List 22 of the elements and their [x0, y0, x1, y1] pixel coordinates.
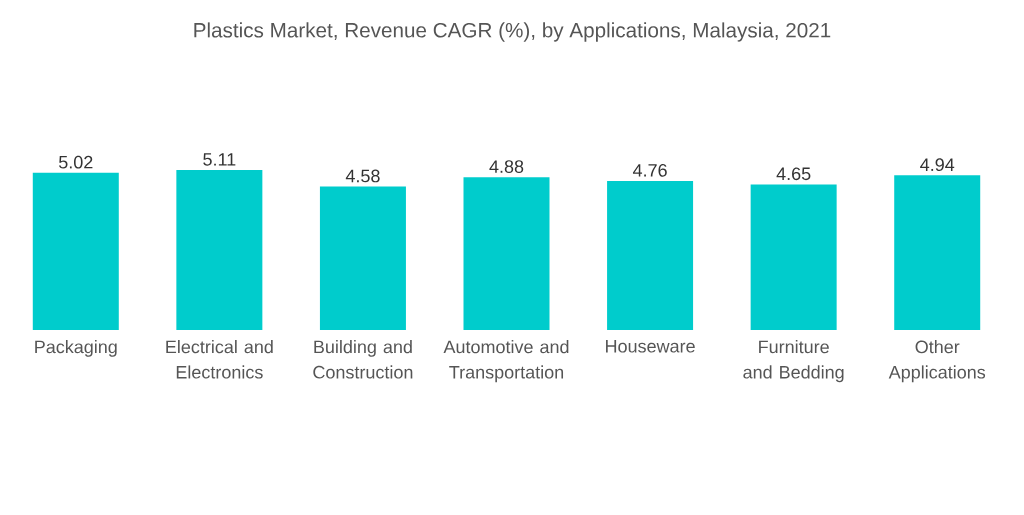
x-tick-label: Automotive and Transportation [443, 340, 569, 383]
x-tick-label: Building and Construction [313, 340, 413, 379]
bar [607, 180, 694, 330]
bar [319, 186, 406, 330]
data-label: 4.76 [632, 163, 667, 177]
data-label: 5.11 [203, 153, 236, 166]
data-label: 4.88 [489, 160, 524, 173]
x-tick-label: Electrical and Electronics [166, 340, 273, 379]
bar [176, 170, 263, 330]
bar [894, 175, 981, 330]
bar [750, 184, 837, 330]
data-label: 4.58 [345, 169, 380, 183]
x-tick-label: Other Applications [888, 340, 986, 383]
x-tick-label: Packaging [35, 340, 117, 357]
data-label: 4.94 [920, 158, 955, 172]
x-tick-label: Furniture and Bedding [743, 340, 844, 383]
bar [32, 172, 119, 330]
x-tick-label: Houseware [606, 340, 695, 353]
data-label: 4.65 [776, 167, 811, 181]
chart-title: Plastics Market, Revenue CAGR (%), by Applications, Malaysia, 2021 [194, 22, 831, 42]
bar [463, 177, 550, 330]
data-label: 5.02 [58, 155, 93, 169]
